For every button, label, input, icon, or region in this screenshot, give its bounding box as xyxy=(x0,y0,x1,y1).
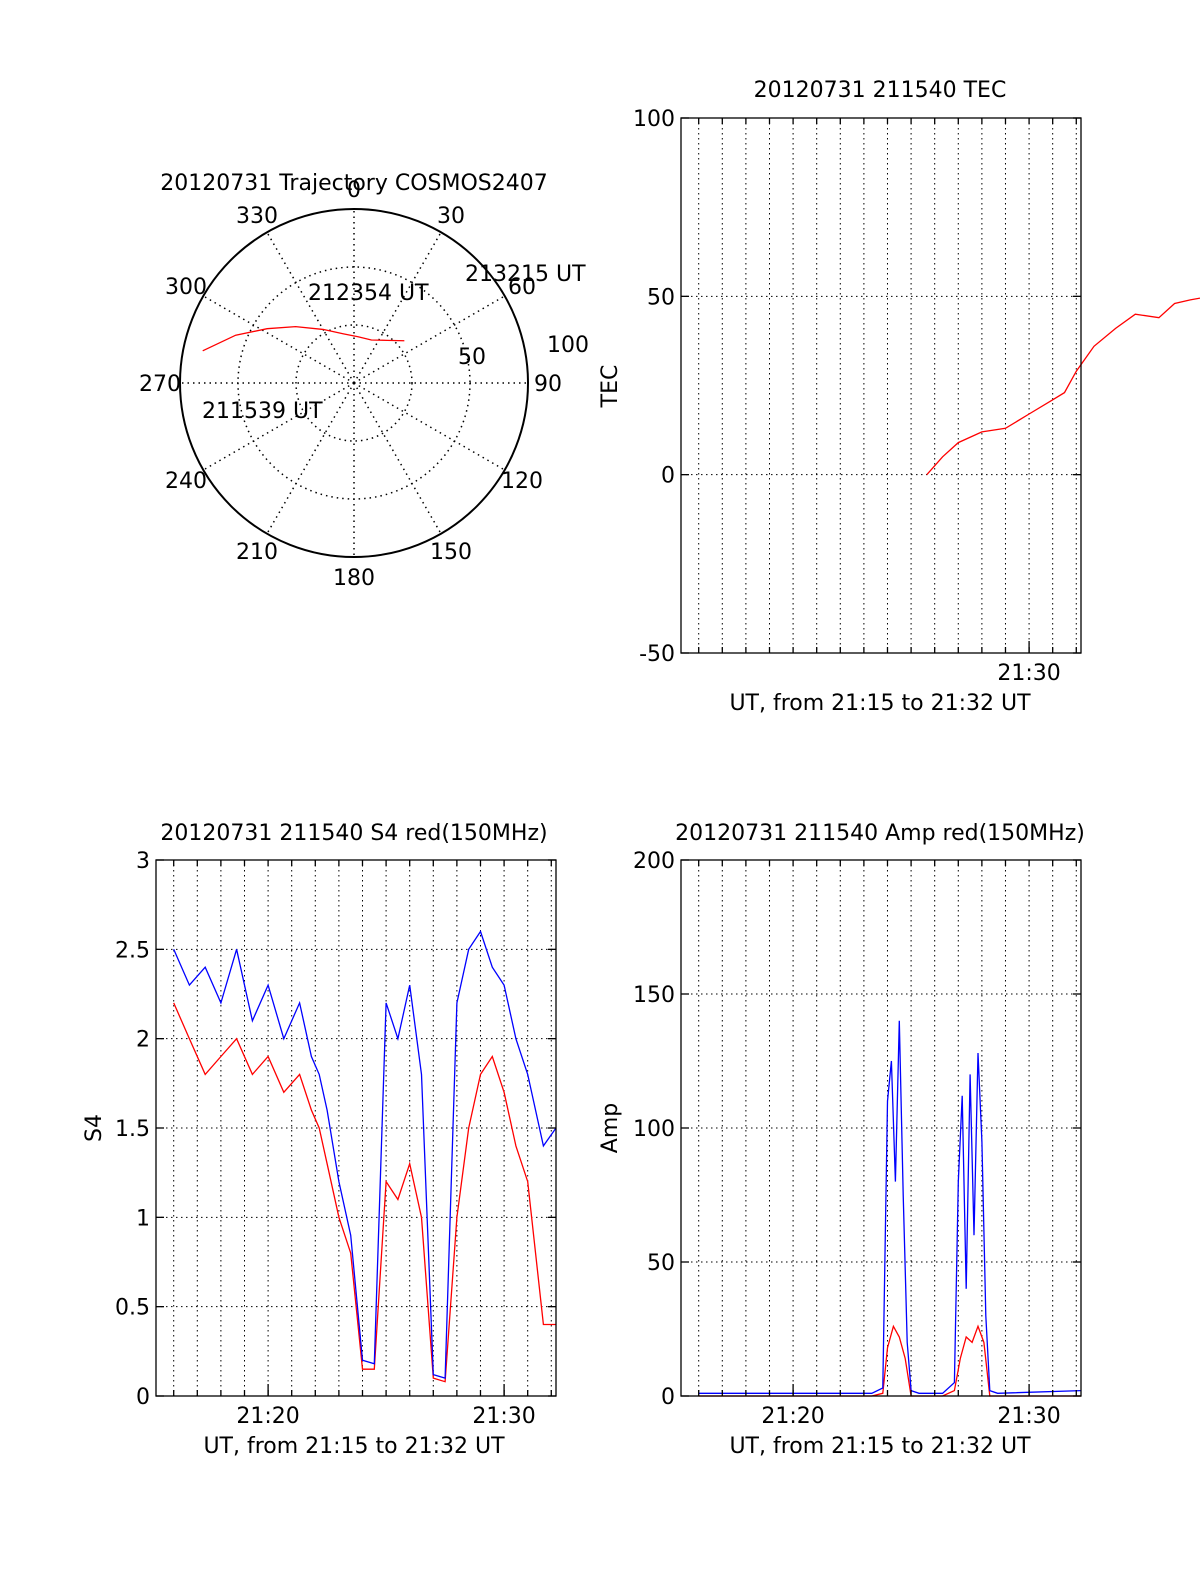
series-red xyxy=(173,1002,556,1383)
series-blue xyxy=(698,1020,1082,1394)
polar-spoke-30 xyxy=(353,231,442,384)
y-tick-label: 0 xyxy=(136,1385,150,1410)
polar-azimuth-label: 90 xyxy=(534,372,562,397)
y-tick-label: -50 xyxy=(639,642,675,667)
y-tick-label: 1.5 xyxy=(115,1117,150,1142)
polar-azimuth-label: 120 xyxy=(501,469,543,494)
trajectory-line xyxy=(202,325,405,352)
tec-xlabel: UT, from 21:15 to 21:32 UT xyxy=(729,691,1031,716)
x-tick-label: 21:30 xyxy=(997,661,1060,686)
amp-plot-area: 200 150 100 50 0 21:20 21:30 xyxy=(633,849,1082,1429)
series-blue xyxy=(173,930,557,1379)
tec-chart: 20120731 211540 TEC TEC UT, from 21:15 t… xyxy=(598,78,1200,716)
polar-time-label: 211539 UT xyxy=(202,399,323,424)
trajectory-polar-plot: 20120731 Trajectory COSMOS2407 0 30 60 90 12… xyxy=(139,171,589,591)
y-tick-label: 3 xyxy=(136,849,150,874)
polar-grid xyxy=(179,208,529,558)
y-tick-label: 0.5 xyxy=(115,1296,150,1321)
polar-spoke-240 xyxy=(202,382,355,471)
polar-azimuth-labels: 0 30 60 90 120 150 180 210 240 270 300 330 xyxy=(139,178,562,591)
s4-chart: 20120731 211540 S4 red(150MHz) S4 UT, fr… xyxy=(82,821,557,1459)
x-tick-label: 21:20 xyxy=(761,1404,824,1429)
tec-plot-area: 100 50 0 -50 21:30 xyxy=(633,107,1200,686)
y-tick-label: 150 xyxy=(633,983,675,1008)
tec-title: 20120731 211540 TEC xyxy=(754,78,1007,103)
polar-azimuth-label: 30 xyxy=(437,204,465,229)
polar-spoke-210 xyxy=(266,382,355,535)
polar-azimuth-label: 300 xyxy=(165,275,207,300)
y-tick-label: 50 xyxy=(647,285,675,310)
y-tick-label: 1 xyxy=(136,1206,150,1231)
amp-ylabel: Amp xyxy=(598,1103,623,1153)
x-tick-label: 21:30 xyxy=(472,1404,535,1429)
polar-azimuth-label: 150 xyxy=(430,540,472,565)
y-tick-label: 0 xyxy=(661,1385,675,1410)
polar-time-label: 213215 UT xyxy=(465,262,586,287)
polar-spoke-330 xyxy=(266,231,355,384)
polar-azimuth-label: 240 xyxy=(165,469,207,494)
polar-elevation-label: 50 xyxy=(458,345,486,370)
s4-title: 20120731 211540 S4 red(150MHz) xyxy=(160,821,547,846)
tec-ylabel: TEC xyxy=(598,365,623,409)
y-tick-label: 100 xyxy=(633,107,675,132)
polar-time-label: 212354 UT xyxy=(308,281,429,306)
amp-xlabel: UT, from 21:15 to 21:32 UT xyxy=(729,1434,1031,1459)
x-tick-label: 21:20 xyxy=(236,1404,299,1429)
polar-track xyxy=(202,325,405,352)
y-tick-label: 2.5 xyxy=(115,938,150,963)
y-tick-label: 100 xyxy=(633,1117,675,1142)
polar-elevation-label: 100 xyxy=(547,333,589,358)
x-tick-label: 21:30 xyxy=(997,1404,1060,1429)
polar-elevation-labels: 50 100 xyxy=(458,333,589,370)
s4-ylabel: S4 xyxy=(82,1114,107,1142)
polar-spoke-120 xyxy=(353,382,506,471)
series-red xyxy=(926,297,1200,476)
polar-azimuth-label: 330 xyxy=(236,204,278,229)
s4-plot-area: 3 2.5 2 1.5 1 0.5 0 21:20 21:30 xyxy=(115,849,557,1429)
amp-chart: 20120731 211540 Amp red(150MHz) Amp UT, … xyxy=(598,821,1085,1459)
polar-time-labels: 211539 UT 212354 UT 213215 UT xyxy=(202,262,586,424)
polar-azimuth-label: 270 xyxy=(139,372,181,397)
polar-spoke-60 xyxy=(353,295,506,384)
y-tick-label: 2 xyxy=(136,1028,150,1053)
y-tick-label: 0 xyxy=(661,464,675,489)
polar-spoke-150 xyxy=(353,382,442,535)
polar-outer-circle xyxy=(179,208,529,558)
polar-azimuth-label: 0 xyxy=(347,178,361,203)
polar-azimuth-label: 60 xyxy=(508,275,536,300)
amp-title: 20120731 211540 Amp red(150MHz) xyxy=(675,821,1085,846)
y-tick-label: 200 xyxy=(633,849,675,874)
polar-ring-1 xyxy=(295,324,413,442)
polar-title: 20120731 Trajectory COSMOS2407 xyxy=(160,171,547,196)
plot-frame xyxy=(680,117,1082,654)
y-tick-label: 50 xyxy=(647,1251,675,1276)
s4-xlabel: UT, from 21:15 to 21:32 UT xyxy=(203,1434,505,1459)
polar-azimuth-label: 180 xyxy=(333,566,375,591)
polar-azimuth-label: 210 xyxy=(236,540,278,565)
polar-spoke-300 xyxy=(202,295,355,384)
